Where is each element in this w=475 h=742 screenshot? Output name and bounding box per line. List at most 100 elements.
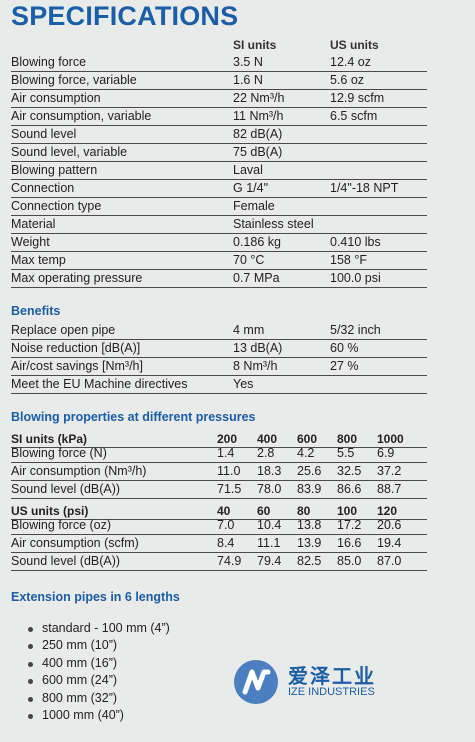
blow-value: 20.6: [377, 518, 402, 532]
spec-si-value: 70 °C: [233, 253, 265, 267]
spec-si-value: 0.186 kg: [233, 235, 281, 249]
spec-label: Weight: [11, 235, 50, 249]
blow-value: 25.6: [297, 464, 322, 478]
blow-row-label: Blowing force (oz): [11, 518, 112, 532]
pressure-value: 40: [217, 504, 231, 518]
extension-item: 250 mm (10”): [28, 637, 170, 654]
extension-item: standard - 100 mm (4”): [28, 620, 170, 637]
blow-header-row: SI units (kPa) 200 400 600 800 1000: [11, 431, 427, 448]
spec-label: Blowing pattern: [11, 163, 98, 177]
benefit-label: Noise reduction [dB(A)]: [11, 341, 141, 355]
blow-value: 83.9: [297, 482, 322, 496]
pressure-value: 120: [377, 504, 398, 518]
spec-us-value: 6.5 scfm: [330, 109, 378, 123]
blow-value: 71.5: [217, 482, 242, 496]
blow-value: 74.9: [217, 554, 242, 568]
pressure-value: 100: [337, 504, 358, 518]
spec-row: Connection G 1/4" 1/4"-18 NPT: [11, 179, 427, 198]
benefit-us-value: 27 %: [330, 359, 359, 373]
page-title: SPECIFICATIONS: [11, 1, 239, 31]
extension-item: 600 mm (24”): [28, 672, 170, 689]
blow-value: 13.9: [297, 536, 322, 550]
blow-value: 17.2: [337, 518, 362, 532]
blow-value: 10.4: [257, 518, 282, 532]
spec-label: Sound level: [11, 127, 77, 141]
benefit-row: Noise reduction [dB(A)] 13 dB(A) 60 %: [11, 339, 427, 358]
spec-label: Sound level, variable: [11, 145, 128, 159]
spec-si-value: Laval: [233, 163, 263, 177]
spec-us-value: 0.410 lbs: [330, 235, 381, 249]
spec-label: Blowing force, variable: [11, 73, 137, 87]
spec-row: Blowing force, variable 1.6 N 5.6 oz: [11, 71, 427, 90]
spec-si-value: 0.7 MPa: [233, 271, 280, 285]
blow-value: 2.8: [257, 446, 275, 460]
pressure-value: 800: [337, 432, 358, 446]
spec-si-value: 1.6 N: [233, 73, 263, 87]
blow-value: 19.4: [377, 536, 402, 550]
pressure-value: 400: [257, 432, 278, 446]
benefit-si-value: Yes: [233, 377, 254, 391]
blow-value: 86.6: [337, 482, 362, 496]
blow-row: Sound level (dB(A)) 74.9 79.4 82.5 85.0 87.0: [11, 552, 427, 571]
blow-value: 82.5: [297, 554, 322, 568]
spec-label: Max operating pressure: [11, 271, 143, 285]
extension-item: 800 mm (32”): [28, 690, 170, 707]
benefits-heading: Benefits: [11, 304, 61, 318]
blow-value: 1.4: [217, 446, 235, 460]
ize-logo-icon: [234, 660, 278, 704]
spec-si-value: Stainless steel: [233, 217, 314, 231]
spec-label: Max temp: [11, 253, 66, 267]
blowing-heading: Blowing properties at different pressure…: [11, 410, 256, 424]
spec-label: Blowing force: [11, 55, 87, 69]
blow-row: Air consumption (scfm) 8.4 11.1 13.9 16.6 19.…: [11, 534, 427, 553]
benefit-label: Air/cost savings [Nm³/h]: [11, 359, 143, 373]
spec-us-value: 1/4"-18 NPT: [330, 181, 399, 195]
blow-value: 7.0: [217, 518, 235, 532]
spec-row: Air consumption, variable 11 Nm³/h 6.5 scf…: [11, 107, 427, 126]
extension-heading: Extension pipes in 6 lengths: [11, 590, 180, 604]
spec-us-value: 158 °F: [330, 253, 367, 267]
spec-us-value: 5.6 oz: [330, 73, 365, 87]
spec-row: Material Stainless steel: [11, 215, 427, 234]
blow-value: 11.1: [257, 536, 281, 550]
blow-value: 8.4: [217, 536, 235, 550]
benefit-row: Replace open pipe 4 mm 5/32 inch: [11, 321, 427, 340]
spec-row: Connection type Female: [11, 197, 427, 216]
blow-row-label: Blowing force (N): [11, 446, 107, 460]
spec-row: Max temp 70 °C 158 °F: [11, 251, 427, 270]
benefit-row: Meet the EU Machine directives Yes: [11, 375, 427, 394]
benefit-label: Meet the EU Machine directives: [11, 377, 188, 391]
spec-si-value: 22 Nm³/h: [233, 91, 285, 105]
spec-row: Blowing pattern Laval: [11, 161, 427, 180]
spec-si-value: 75 dB(A): [233, 145, 283, 159]
blow-value: 13.8: [297, 518, 322, 532]
spec-row: Weight 0.186 kg 0.410 lbs: [11, 233, 427, 252]
spec-row: Air consumption 22 Nm³/h 12.9 scfm: [11, 89, 427, 108]
spec-si-value: 82 dB(A): [233, 127, 283, 141]
blow-value: 11.0: [217, 464, 241, 478]
spec-us-value: 12.9 scfm: [330, 91, 385, 105]
logo-text-cn: 爱泽工业: [288, 666, 376, 688]
blow-row-label: Air consumption (scfm): [11, 536, 139, 550]
benefit-si-value: 13 dB(A): [233, 341, 283, 355]
blow-value: 37.2: [377, 464, 402, 478]
benefit-label: Replace open pipe: [11, 323, 116, 337]
blow-row: Blowing force (oz) 7.0 10.4 13.8 17.2 20.6: [11, 516, 427, 535]
spec-us-value: 12.4 oz: [330, 55, 372, 69]
spec-label: Air consumption, variable: [11, 109, 152, 123]
blow-header-label: SI units (kPa): [11, 432, 88, 446]
blow-row-label: Air consumption (Nm³/h): [11, 464, 147, 478]
benefit-si-value: 8 Nm³/h: [233, 359, 278, 373]
pressure-value: 200: [217, 432, 238, 446]
blow-value: 6.9: [377, 446, 395, 460]
spec-row: Sound level, variable 75 dB(A): [11, 143, 427, 162]
spec-row: Sound level 82 dB(A): [11, 125, 427, 144]
blow-row-label: Sound level (dB(A)): [11, 482, 121, 496]
pressure-value: 600: [297, 432, 318, 446]
us-units-header: US units: [330, 38, 379, 52]
si-units-header: SI units: [233, 38, 277, 52]
pressure-value: 1000: [377, 432, 404, 446]
spec-label: Connection: [11, 181, 75, 195]
blow-value: 78.0: [257, 482, 282, 496]
benefit-us-value: 5/32 inch: [330, 323, 381, 337]
